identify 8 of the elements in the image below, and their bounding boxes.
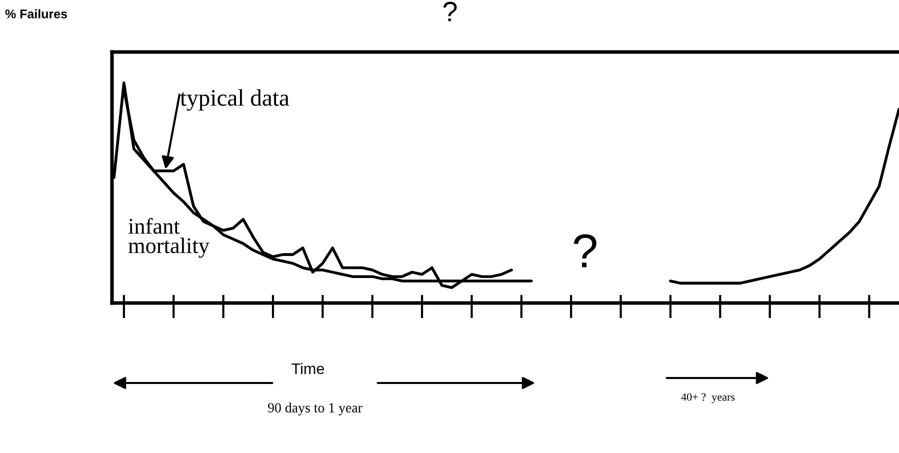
chart-title: ? — [443, 2, 457, 22]
annotation: typical data — [180, 89, 290, 111]
annotation: infant mortality — [128, 218, 210, 258]
text: 40+ ? years — [681, 393, 735, 404]
text: 90 days to 1 year — [268, 402, 362, 416]
text: Time — [292, 362, 324, 374]
text: % Failures — [5, 9, 68, 18]
annotation: ? — [574, 234, 596, 268]
